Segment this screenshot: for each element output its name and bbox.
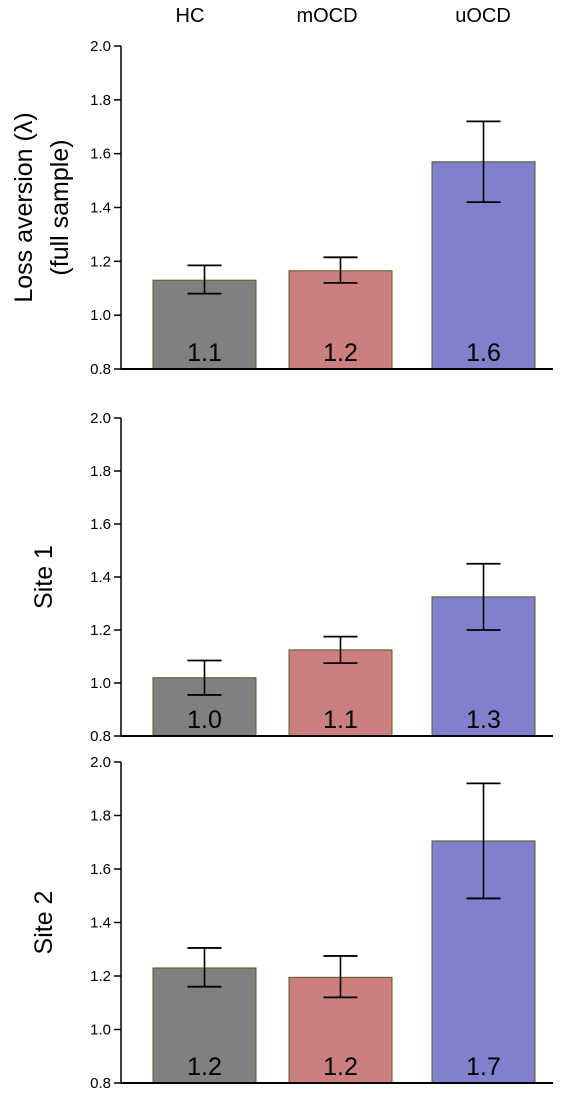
y-tick-label: 1.2: [90, 968, 111, 985]
panel-3: 1.2 1.2 1.7 0.8 1.0 1.2 1.4 1.6 1.8 2.0 Site 2: [30, 754, 553, 1092]
category-label-hc: HC: [176, 5, 205, 27]
y-tick-label: 1.6: [90, 861, 111, 878]
bar-value-label-mocd: 1.2: [323, 339, 358, 367]
y-tick-label: 1.8: [90, 463, 111, 480]
y-axis-label: (full sample): [46, 139, 74, 275]
panel-2: 1.0 1.1 1.3 0.8 1.0 1.2 1.4 1.6 1.8 2.0 Site 1: [30, 410, 553, 745]
bar-value-label-mocd: 1.2: [323, 1053, 358, 1081]
category-labels: HC mOCD uOCD: [176, 5, 511, 27]
bar-hc: [152, 279, 257, 370]
y-axis-label: Site 1: [30, 545, 58, 609]
panel-1: 1.1 1.2 1.6 0.8 1.0 1.2 1.4 1.6 1.8 2.0 Loss avers…: [10, 38, 553, 378]
y-tick-label: 1.4: [90, 200, 111, 217]
y-tick-label: 1.6: [90, 516, 111, 533]
bar-value-label-uocd: 1.7: [466, 1053, 501, 1081]
bar-value-label-hc: 1.0: [187, 706, 222, 734]
y-tick-label: 1.2: [90, 622, 111, 639]
y-tick-label: 1.6: [90, 146, 111, 163]
bar-value-label-uocd: 1.6: [466, 339, 501, 367]
y-tick-label: 1.4: [90, 915, 111, 932]
y-tick-label: 1.2: [90, 253, 111, 270]
bar-value-label-hc: 1.2: [187, 1053, 222, 1081]
y-tick-label: 1.8: [90, 808, 111, 825]
y-tick-label: 2.0: [90, 38, 111, 55]
y-tick-label: 1.0: [90, 307, 111, 324]
bar-value-label-mocd: 1.1: [323, 706, 358, 734]
y-axis-label: Site 2: [30, 891, 58, 955]
y-axis-label: Loss aversion (λ): [10, 112, 38, 302]
bar-mocd: [288, 649, 393, 737]
y-tick-label: 1.0: [90, 675, 111, 692]
bar-value-label-uocd: 1.3: [466, 706, 501, 734]
y-tick-label: 2.0: [90, 410, 111, 427]
y-tick-label: 2.0: [90, 754, 111, 771]
y-tick-label: 0.8: [90, 1075, 111, 1092]
y-tick-label: 1.0: [90, 1022, 111, 1039]
y-tick-label: 1.4: [90, 569, 111, 586]
category-label-uocd: uOCD: [455, 5, 511, 27]
category-label-mocd: mOCD: [296, 5, 357, 27]
y-tick-label: 1.8: [90, 92, 111, 109]
bar-value-label-hc: 1.1: [187, 339, 222, 367]
y-tick-label: 0.8: [90, 361, 111, 378]
y-tick-label: 0.8: [90, 728, 111, 745]
